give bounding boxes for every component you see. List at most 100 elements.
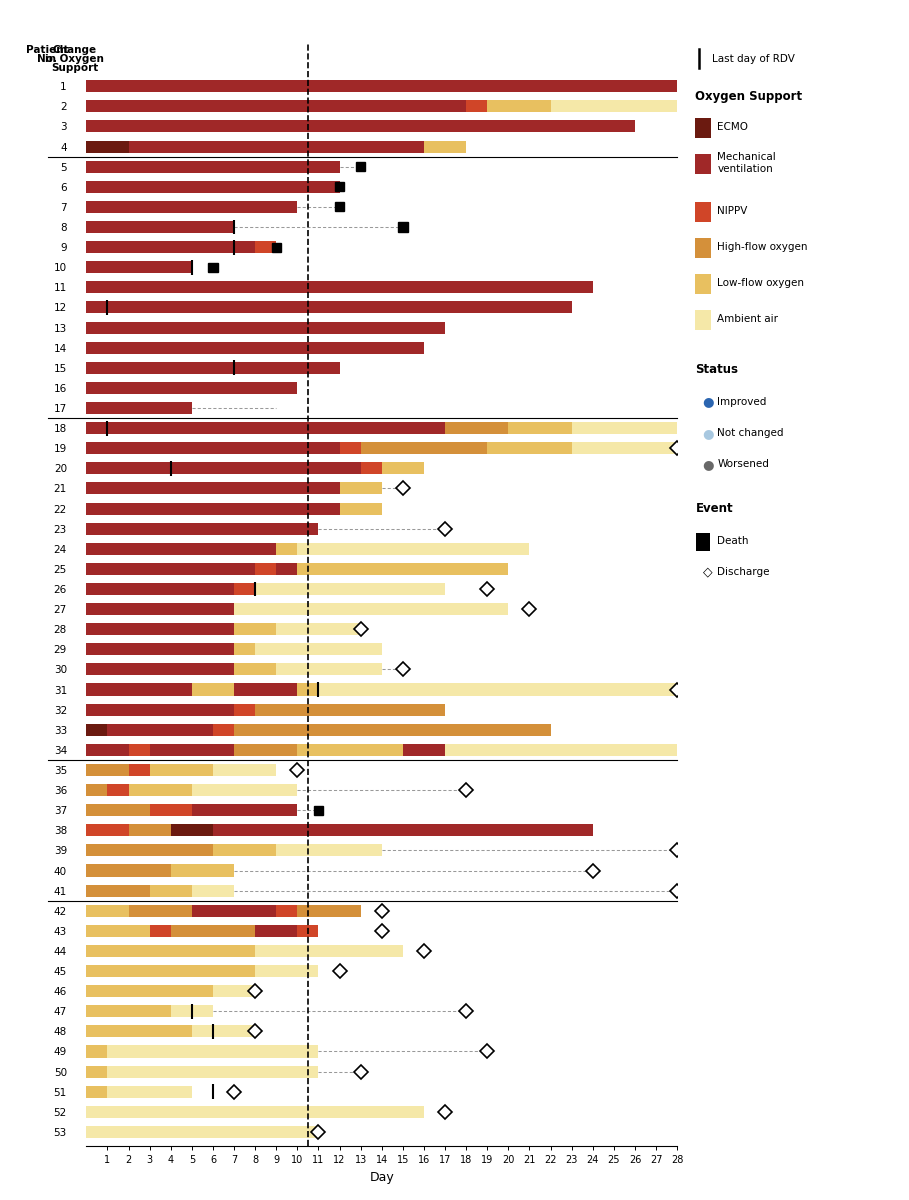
Bar <box>86 80 677 92</box>
Bar <box>86 402 192 414</box>
Bar <box>361 462 382 474</box>
Bar <box>86 120 340 132</box>
Text: Death: Death <box>717 536 749 546</box>
Bar <box>276 905 297 917</box>
Bar <box>318 684 677 696</box>
Bar <box>86 1045 107 1057</box>
Bar <box>235 623 276 635</box>
Bar <box>128 784 192 796</box>
Bar <box>107 784 128 796</box>
Bar <box>551 101 677 113</box>
Bar <box>86 482 340 494</box>
Bar <box>192 784 297 796</box>
Bar <box>445 422 508 434</box>
Bar <box>340 442 361 455</box>
Bar <box>86 200 297 212</box>
Bar <box>192 804 297 816</box>
Bar <box>86 623 235 635</box>
Bar <box>86 925 150 937</box>
Bar <box>340 120 635 132</box>
Bar <box>86 905 128 917</box>
Bar <box>107 1086 192 1098</box>
Bar <box>150 884 192 896</box>
Bar <box>255 965 318 977</box>
Bar <box>86 281 593 293</box>
Bar <box>255 925 297 937</box>
Bar <box>86 241 255 253</box>
Bar <box>86 101 466 113</box>
Bar <box>445 744 677 756</box>
Bar <box>192 684 235 696</box>
Bar <box>213 724 235 736</box>
Bar <box>86 161 340 173</box>
Text: Patient: Patient <box>26 46 68 55</box>
Text: Oxygen Support: Oxygen Support <box>695 90 803 103</box>
Bar <box>86 684 192 696</box>
Bar <box>272 242 281 252</box>
Text: in Oxygen: in Oxygen <box>45 54 105 64</box>
Bar <box>487 101 551 113</box>
Bar <box>572 422 677 434</box>
Bar <box>235 664 276 676</box>
Bar <box>297 744 403 756</box>
Bar <box>150 744 235 756</box>
Bar <box>508 422 572 434</box>
Bar <box>86 664 235 676</box>
Bar <box>340 503 382 515</box>
Bar <box>86 744 128 756</box>
Bar <box>86 301 572 313</box>
Bar <box>297 684 318 696</box>
Bar <box>107 1066 318 1078</box>
Bar <box>86 342 424 354</box>
Bar <box>235 583 255 595</box>
Text: No.: No. <box>37 54 57 64</box>
Text: ECMO: ECMO <box>717 122 748 132</box>
Bar <box>86 643 235 655</box>
Bar <box>572 442 677 455</box>
Bar <box>86 322 445 334</box>
Bar <box>86 542 276 554</box>
Bar <box>255 583 445 595</box>
Bar <box>171 925 255 937</box>
Bar <box>86 965 255 977</box>
Bar <box>86 523 318 535</box>
Bar <box>86 604 235 616</box>
Bar <box>86 563 255 575</box>
Bar <box>235 724 551 736</box>
Bar <box>86 824 128 836</box>
X-axis label: Day: Day <box>369 1170 395 1183</box>
Bar <box>86 1066 107 1078</box>
Bar <box>235 684 297 696</box>
Bar <box>128 140 424 152</box>
Bar <box>171 824 213 836</box>
Bar <box>86 462 361 474</box>
Bar <box>255 944 403 956</box>
Bar <box>213 985 255 997</box>
Bar <box>86 422 445 434</box>
Bar <box>235 744 297 756</box>
Bar <box>276 845 382 857</box>
Bar <box>86 884 150 896</box>
Text: Event: Event <box>695 503 733 516</box>
Bar <box>208 263 218 271</box>
Bar <box>86 944 255 956</box>
Text: Low-flow oxygen: Low-flow oxygen <box>717 278 804 288</box>
Text: Change: Change <box>53 46 97 55</box>
Bar <box>213 845 276 857</box>
Text: Worsened: Worsened <box>717 460 769 469</box>
Bar <box>86 262 192 274</box>
Bar <box>86 864 171 876</box>
Bar <box>86 583 235 595</box>
Bar <box>297 542 529 554</box>
Bar <box>235 703 255 715</box>
Bar <box>86 1105 424 1118</box>
Bar <box>314 805 324 815</box>
Bar <box>86 1086 107 1098</box>
Bar <box>86 442 340 455</box>
Bar <box>86 1025 192 1038</box>
Bar <box>128 905 192 917</box>
Bar <box>255 643 382 655</box>
Bar <box>86 1126 318 1138</box>
Bar <box>86 382 297 394</box>
Bar <box>192 905 276 917</box>
